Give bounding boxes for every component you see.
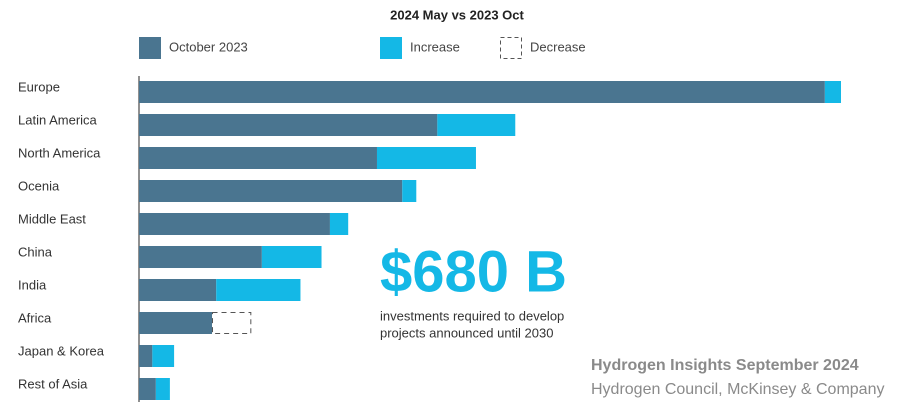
y-tick-label: Ocenia [18, 178, 60, 193]
bar [152, 345, 175, 367]
y-tick-label: China [18, 244, 53, 259]
bar [402, 180, 417, 202]
bar [824, 81, 841, 103]
bar [139, 81, 825, 103]
bar [139, 279, 217, 301]
legend-swatch [500, 37, 522, 59]
legend-label: October 2023 [169, 39, 248, 54]
y-tick-label: Japan & Korea [18, 343, 105, 358]
bar [139, 213, 330, 235]
legend-swatch [380, 37, 402, 59]
source-credit: Hydrogen Council, McKinsey & Company [591, 381, 884, 398]
bar [437, 114, 516, 136]
legend-swatch [139, 37, 161, 59]
bar-decrease [212, 312, 252, 334]
y-tick-label: Rest of Asia [18, 376, 88, 391]
y-tick-label: India [18, 277, 47, 292]
annotation-line: projects announced until 2030 [380, 325, 553, 340]
annotation-line: investments required to develop [380, 308, 564, 323]
y-tick-label: Middle East [18, 211, 86, 226]
bar [216, 279, 301, 301]
bar [139, 378, 156, 400]
bar [329, 213, 349, 235]
y-tick-label: Europe [18, 79, 60, 94]
bar [139, 180, 403, 202]
bar [139, 147, 377, 169]
chart-title: 2024 May vs 2023 Oct [390, 7, 524, 22]
y-tick-label: Latin America [18, 112, 98, 127]
bar [139, 246, 262, 268]
source-title: Hydrogen Insights September 2024 [591, 357, 859, 374]
legend-label: Decrease [530, 39, 586, 54]
bar [155, 378, 170, 400]
bar [139, 345, 153, 367]
legend-label: Increase [410, 39, 460, 54]
y-tick-label: Africa [18, 310, 52, 325]
headline: $680 B [380, 239, 567, 304]
bar [139, 312, 213, 334]
bar [261, 246, 322, 268]
y-tick-label: North America [18, 145, 101, 160]
bar [376, 147, 476, 169]
bar [139, 114, 438, 136]
